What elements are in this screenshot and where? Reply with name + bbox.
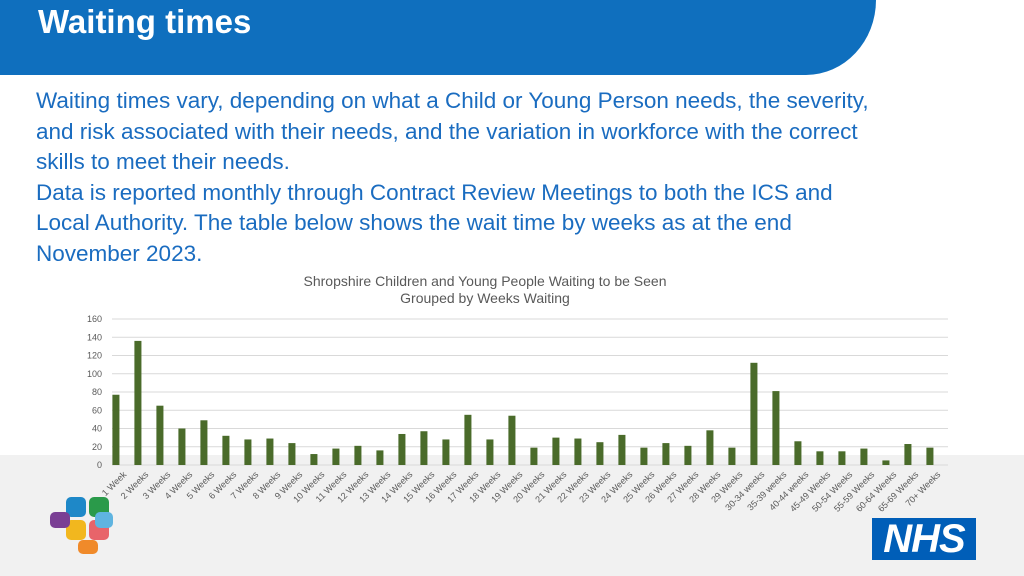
left-logo [50, 497, 113, 554]
chart-subtitle: Grouped by Weeks Waiting [400, 290, 570, 306]
bar [310, 454, 318, 465]
y-tick-label: 60 [92, 405, 102, 415]
bar [420, 431, 428, 465]
y-tick-label: 160 [87, 314, 102, 324]
body-line: skills to meet their needs. [36, 149, 290, 174]
y-tick-label: 140 [87, 332, 102, 342]
bar [486, 439, 494, 465]
header-title: Waiting times [38, 3, 252, 40]
bar [376, 450, 384, 465]
bar [574, 438, 582, 465]
y-tick-label: 40 [92, 424, 102, 434]
y-tick-label: 100 [87, 369, 102, 379]
bar [684, 445, 692, 465]
bar [860, 448, 868, 465]
bar [794, 441, 802, 465]
bar [156, 405, 164, 465]
bar [464, 414, 472, 465]
bar [442, 439, 450, 465]
bar [288, 443, 296, 465]
bar [354, 445, 362, 465]
body-text: Waiting times vary, depending on what a … [36, 86, 869, 269]
bar [596, 442, 604, 465]
bar [728, 447, 736, 465]
bar [750, 362, 758, 465]
body-line: November 2023. [36, 240, 203, 266]
bar [552, 437, 560, 465]
bar [706, 430, 714, 465]
body-line: Waiting times vary, depending on what a … [36, 88, 869, 113]
bar [266, 438, 274, 465]
y-tick-label: 0 [97, 460, 102, 470]
bar [398, 433, 406, 465]
bar [244, 439, 252, 465]
bar [662, 443, 670, 465]
y-tick-label: 20 [92, 442, 102, 452]
bar [112, 394, 120, 465]
background-silhouette [0, 455, 1024, 576]
bar [816, 451, 824, 465]
bar [926, 447, 934, 465]
y-tick-label: 120 [87, 351, 102, 361]
bar [178, 428, 186, 465]
bar [618, 434, 626, 465]
bar [222, 435, 230, 465]
bar [640, 447, 648, 465]
body-line: and risk associated with their needs, an… [36, 118, 858, 144]
bar [904, 444, 912, 465]
body-line: Local Authority. The table below shows t… [36, 210, 792, 235]
y-tick-label: 80 [92, 387, 102, 397]
chart-title: Shropshire Children and Young People Wai… [304, 273, 667, 289]
nhs-logo: NHS [872, 518, 976, 560]
header-banner: Waiting times [0, 0, 876, 75]
body-line: Data is reported monthly through Contrac… [36, 179, 833, 205]
bar [332, 448, 340, 465]
bar [772, 391, 780, 465]
bar [134, 340, 142, 465]
bar [508, 415, 516, 465]
bar [838, 451, 846, 465]
bar [530, 447, 538, 465]
bar [200, 420, 208, 465]
bar [882, 460, 890, 465]
